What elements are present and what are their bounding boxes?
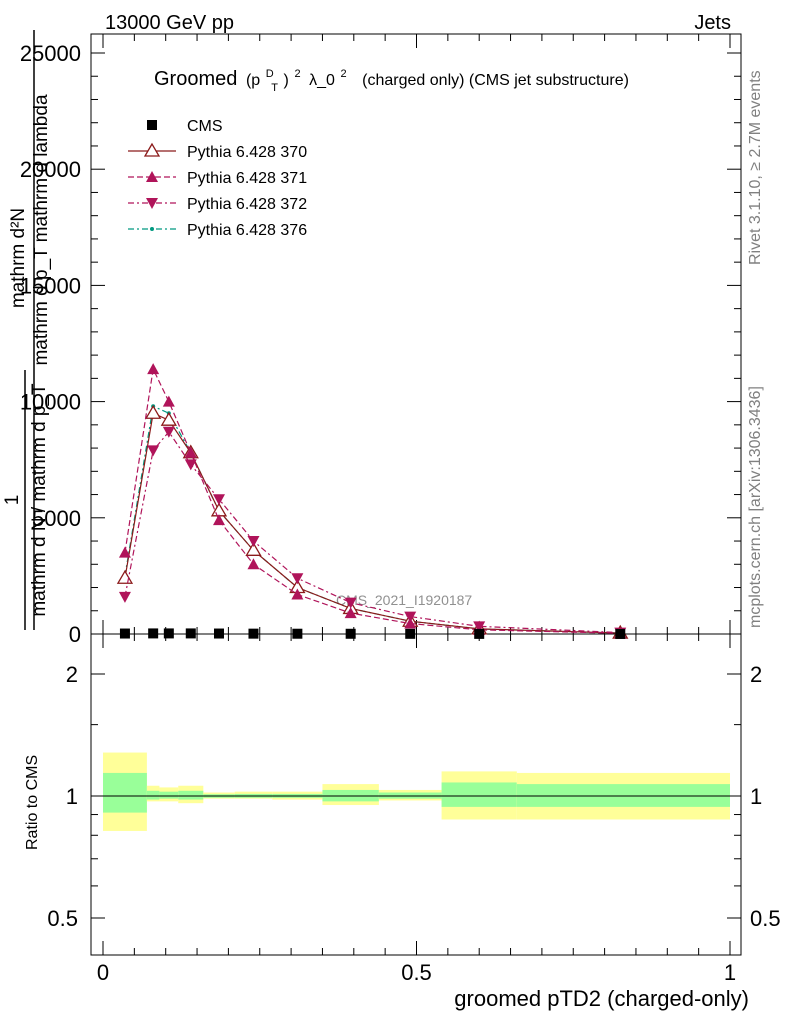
title-prefix: Groomed — [154, 68, 237, 90]
data-point — [147, 363, 160, 375]
data-point — [213, 628, 224, 639]
title-sup-2b: 2 — [340, 68, 346, 80]
data-point — [160, 411, 177, 426]
ratio-band-green — [516, 784, 730, 807]
title-p: (p — [246, 72, 260, 89]
title-sub-t: T — [271, 82, 278, 94]
data-point — [185, 628, 196, 639]
main-y-axis-label: mathrm d²N mathrm d p_T mathrm d lambda … — [2, 30, 52, 630]
y-tick-label: 20000 — [20, 157, 81, 182]
data-point — [163, 628, 174, 639]
ratio-band-green — [178, 790, 204, 800]
title-lambda: λ_0 — [309, 72, 335, 89]
data-point — [184, 446, 197, 458]
data-point — [345, 628, 356, 639]
axis-ticks: 0 5000 10000 15000 20000 25000 0.5 0.5 1 1 2 2 0 0.5 1 — [20, 34, 781, 985]
ylabel-denominator: mathrm d p_T mathrm d lambda — [31, 94, 52, 365]
x-tick-label: 1 — [724, 960, 736, 985]
legend-label: CMS — [187, 118, 223, 135]
data-point — [210, 502, 228, 517]
ratio-y-tick-label-right: 2 — [750, 662, 762, 687]
legend-marker — [147, 120, 157, 130]
data-point — [615, 628, 626, 639]
ratio-band-green — [159, 791, 179, 799]
ratio-y-tick-label-right: 1 — [750, 784, 762, 809]
title-close: ) — [284, 72, 289, 89]
data-point — [248, 628, 259, 639]
y-tick-label: 25000 — [20, 41, 81, 66]
ratio-y-tick-label: 2 — [66, 662, 78, 687]
data-point — [404, 617, 417, 629]
ylabel-numerator: mathrm d²N — [8, 208, 29, 308]
x-tick-label: 0.5 — [401, 960, 432, 985]
data-point — [162, 395, 175, 407]
legend-marker — [143, 142, 161, 157]
legend-marker — [150, 227, 154, 231]
x-axis-label: groomed pTD2 (charged-only) — [454, 986, 749, 1011]
y-tick-label: 10000 — [20, 390, 81, 415]
data-point — [404, 611, 417, 623]
mcplots-label: mcplots.cern.ch [arXiv:1306.3436] — [747, 386, 764, 628]
ratio-y-tick-label: 0.5 — [47, 906, 78, 931]
y-tick-label: 15000 — [20, 273, 81, 298]
rivet-label: Rivet 3.1.10, ≥ 2.7M events — [747, 70, 764, 265]
data-point — [145, 404, 162, 419]
data-point — [119, 628, 130, 639]
ratio-band-green — [146, 790, 160, 800]
data-point — [184, 459, 197, 471]
data-point — [473, 621, 486, 633]
legend-label: Pythia 6.428 372 — [187, 196, 307, 213]
x-tick-label: 0 — [97, 960, 109, 985]
data-point — [147, 445, 160, 457]
y-tick-label: 0 — [69, 622, 81, 647]
header-left: 13000 GeV pp — [105, 12, 234, 34]
data-point — [118, 546, 131, 558]
legend-marker — [146, 198, 158, 209]
legend: CMS Pythia 6.428 370 Pythia 6.428 371 Pythi… — [128, 118, 307, 239]
header-right: Jets — [694, 12, 731, 34]
data-point — [405, 628, 416, 639]
ratio-y-tick-label: 1 — [66, 784, 78, 809]
data-point — [162, 426, 175, 438]
plot-title: Groomed (p D T ) 2 λ_0 2 (charged only) … — [154, 60, 629, 96]
title-sup-d: D — [266, 68, 274, 80]
ratio-y-axis-label: Ratio to CMS — [24, 755, 41, 850]
data-point — [212, 514, 225, 526]
data-point — [118, 591, 131, 603]
data-point — [474, 628, 485, 639]
data-point — [291, 588, 304, 600]
ratio-y-tick-label-right: 0.5 — [750, 906, 781, 931]
series-layer — [116, 363, 629, 639]
data-point — [212, 494, 225, 506]
legend-label: Pythia 6.428 376 — [187, 222, 307, 239]
legend-label: Pythia 6.428 370 — [187, 144, 307, 161]
data-point — [292, 628, 303, 639]
y-tick-label: 5000 — [32, 506, 81, 531]
ratio-bands — [103, 752, 730, 831]
title-sup-2: 2 — [294, 68, 300, 80]
legend-marker — [146, 171, 158, 182]
data-point — [148, 628, 159, 639]
data-point — [291, 573, 304, 585]
data-point — [344, 597, 357, 609]
ratio-band-green — [103, 772, 147, 813]
data-point — [344, 607, 357, 619]
ratio-band-green — [441, 782, 517, 807]
data-point — [245, 542, 262, 556]
data-point — [247, 558, 260, 570]
legend-label: Pythia 6.428 371 — [187, 170, 307, 187]
watermark: CMS_2021_I1920187 — [336, 592, 472, 608]
ylabel-front-numerator: 1 — [2, 495, 23, 506]
ylabel-front-denominator: mathrm d N / mathrm d p_T — [29, 383, 50, 617]
data-point — [247, 536, 260, 548]
title-rest: (charged only) (CMS jet substructure) — [362, 72, 629, 89]
